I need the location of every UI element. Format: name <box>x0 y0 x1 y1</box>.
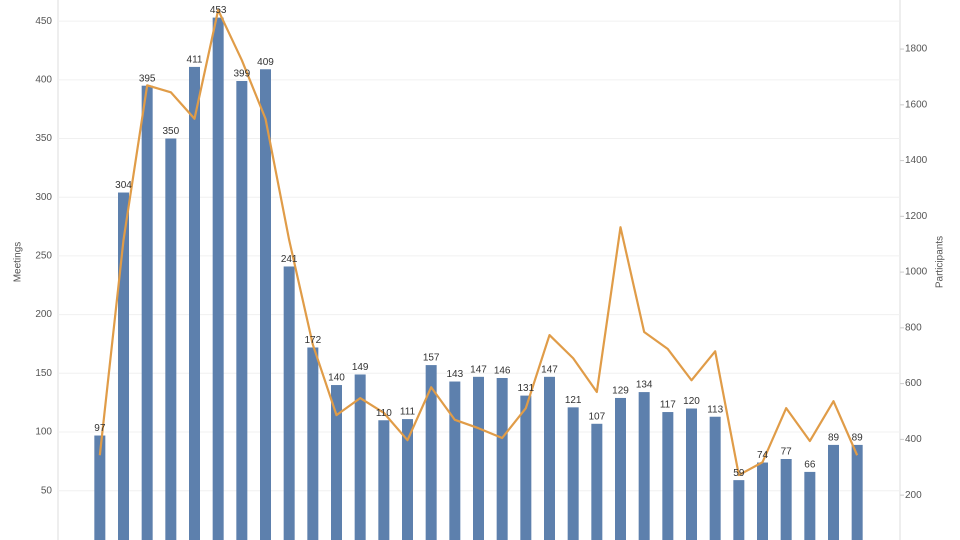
data-label: 157 <box>423 353 440 364</box>
y-tick-label: 250 <box>35 251 52 262</box>
bar <box>591 423 603 540</box>
data-label: 411 <box>187 55 203 66</box>
y2-tick-label: 1800 <box>905 44 928 55</box>
data-label: 117 <box>660 400 676 411</box>
y-tick-label: 300 <box>35 192 52 203</box>
data-label: 131 <box>517 383 534 394</box>
y-tick-label: 450 <box>35 16 52 27</box>
data-label: 74 <box>757 450 769 461</box>
data-label: 129 <box>612 386 629 397</box>
data-label: 147 <box>541 364 558 375</box>
bar <box>118 192 129 540</box>
data-label: 147 <box>470 364 487 375</box>
bar <box>283 266 295 540</box>
bar <box>567 407 579 540</box>
data-label: 89 <box>828 433 840 444</box>
y-tick-label: 150 <box>35 368 52 379</box>
data-label: 140 <box>328 373 345 384</box>
bar <box>544 376 555 540</box>
bar <box>496 378 508 540</box>
bar <box>141 85 153 540</box>
data-label: 89 <box>852 433 864 444</box>
y2-tick-label: 1600 <box>905 99 928 110</box>
data-label: 241 <box>281 254 298 265</box>
bar <box>520 395 532 540</box>
bar <box>662 412 674 540</box>
bar <box>449 381 461 540</box>
data-label: 113 <box>707 404 723 415</box>
data-label: 143 <box>446 369 463 380</box>
bar <box>804 471 816 540</box>
bar <box>354 374 366 540</box>
y2-axis-title: Participants <box>935 236 946 288</box>
data-label: 111 <box>400 407 416 418</box>
y2-tick-label: 400 <box>905 434 922 445</box>
bar <box>260 69 271 540</box>
bar <box>94 435 106 540</box>
y2-tick-label: 1200 <box>905 211 928 222</box>
data-label: 350 <box>162 126 179 137</box>
y-axis-title: Meetings <box>13 242 24 283</box>
y2-tick-label: 1400 <box>905 155 928 166</box>
bar <box>165 138 177 540</box>
bar <box>709 416 721 540</box>
data-label: 149 <box>352 362 369 373</box>
y-tick-label: 50 <box>41 485 53 496</box>
bar <box>331 385 342 540</box>
y2-tick-label: 800 <box>905 322 922 333</box>
bar <box>615 397 626 540</box>
bar <box>212 17 224 540</box>
bar <box>851 444 863 540</box>
bar <box>425 365 437 540</box>
y-tick-label: 200 <box>35 309 52 320</box>
bar <box>307 347 319 540</box>
bar <box>236 81 248 540</box>
bar <box>402 419 413 540</box>
bar <box>828 444 839 540</box>
bar <box>757 462 768 540</box>
data-label: 134 <box>636 380 653 391</box>
data-label: 59 <box>733 468 745 479</box>
bar <box>473 376 484 540</box>
data-label: 120 <box>683 396 700 407</box>
y-tick-label: 400 <box>35 74 52 85</box>
bar <box>780 459 792 540</box>
data-label: 409 <box>257 57 274 68</box>
data-label: 77 <box>781 447 793 458</box>
y-tick-label: 350 <box>35 133 52 144</box>
data-label: 110 <box>376 408 392 419</box>
data-label: 304 <box>115 180 132 191</box>
bar <box>686 408 697 540</box>
data-label: 107 <box>588 411 605 422</box>
data-label: 172 <box>304 335 321 346</box>
data-label: 66 <box>804 460 816 471</box>
bar <box>189 66 200 540</box>
y2-tick-label: 200 <box>905 490 922 501</box>
data-label: 146 <box>494 366 511 377</box>
data-label: 97 <box>94 423 106 434</box>
bar <box>733 480 745 540</box>
data-label: 453 <box>210 5 227 16</box>
y2-tick-label: 600 <box>905 378 922 389</box>
data-label: 121 <box>565 395 582 406</box>
line <box>98 8 859 477</box>
bar <box>638 392 650 540</box>
y-tick-label: 100 <box>35 427 52 438</box>
data-label: 399 <box>233 69 250 80</box>
y2-tick-label: 1000 <box>905 267 928 278</box>
data-label: 395 <box>139 73 156 84</box>
bar <box>378 420 390 540</box>
